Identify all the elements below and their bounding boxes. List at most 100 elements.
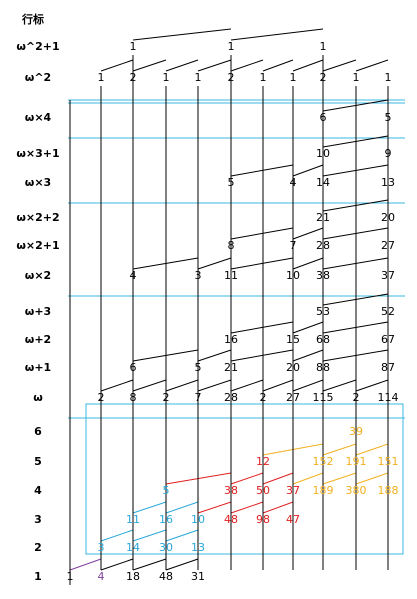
header-title: 行标 (21, 12, 44, 26)
link (322, 379, 357, 392)
node-label: 2 (353, 391, 360, 404)
link (100, 558, 134, 571)
node-label: 14 (126, 541, 140, 554)
link (165, 501, 199, 514)
node-label: 4 (98, 570, 105, 583)
row-label: 2 (34, 541, 42, 554)
node-label: 27 (381, 239, 395, 252)
node-label: 20 (286, 361, 300, 374)
link (100, 379, 134, 392)
node-label: 2 (260, 391, 267, 404)
node-label: 68 (316, 333, 330, 346)
link (132, 501, 167, 514)
node-label: 7 (290, 239, 297, 252)
row-label: ω^2 (25, 71, 51, 84)
link (197, 501, 232, 514)
node-label: 2 (228, 71, 235, 84)
link (322, 472, 357, 485)
node-label: 1 (353, 71, 360, 84)
link (230, 349, 294, 362)
link (100, 59, 134, 72)
link (355, 472, 389, 485)
node-label: 13 (191, 541, 205, 554)
node-label: 30 (159, 541, 173, 554)
row-label: ω+1 (25, 361, 51, 374)
node-label: 47 (286, 513, 300, 526)
link (292, 257, 324, 270)
link (355, 443, 389, 456)
node-label: 37 (381, 269, 395, 282)
node-label: 28 (316, 239, 330, 252)
node-label: 5 (228, 176, 235, 189)
node-label: 48 (224, 513, 238, 526)
row-label: ω×3 (25, 176, 51, 189)
row-label: 4 (34, 484, 42, 497)
row-label: ω+2 (25, 333, 51, 346)
row-label: ω×3+1 (16, 147, 59, 160)
node-label: 98 (256, 513, 270, 526)
node-label: 2 (320, 71, 327, 84)
node-label: 88 (316, 361, 330, 374)
node-label: 15 (286, 333, 300, 346)
link (230, 28, 324, 41)
node-label: 1 (163, 71, 170, 84)
node-label: 1 (130, 40, 137, 53)
link (230, 164, 294, 177)
node-label: 21 (224, 361, 238, 374)
node-label: 1 (260, 71, 267, 84)
node-label: 37 (286, 484, 300, 497)
link (230, 501, 264, 514)
link (262, 501, 294, 514)
node-label: 52 (381, 305, 395, 318)
node-label: 53 (316, 305, 330, 318)
row-label: ω×2+1 (16, 239, 59, 252)
link (165, 558, 199, 571)
node-label: 7 (195, 391, 202, 404)
node-label: 11 (224, 269, 238, 282)
link (230, 472, 264, 485)
link (262, 59, 294, 72)
row-label: 5 (34, 455, 42, 468)
node-label: 5 (163, 484, 170, 497)
row-label: ω×2+2 (16, 211, 59, 224)
links (69, 28, 389, 585)
node-label: 10 (316, 147, 330, 160)
node-label: 48 (159, 570, 173, 583)
node-label: 1 (290, 71, 297, 84)
link (197, 59, 232, 72)
link (262, 472, 294, 485)
node-label: 1 (67, 570, 74, 583)
node-label: 3 (98, 541, 105, 554)
node-label: 4 (130, 269, 137, 282)
link (230, 379, 264, 392)
node-label: 18 (126, 570, 140, 583)
row-label: ω+3 (25, 305, 51, 318)
node-label: 8 (228, 239, 235, 252)
node-label: 28 (224, 391, 238, 404)
row-label: ω (33, 391, 43, 404)
node-label: 2 (163, 391, 170, 404)
node-label: 152 (313, 455, 334, 468)
link (292, 321, 324, 334)
link (197, 349, 232, 362)
link (100, 529, 134, 542)
node-label: 2 (98, 391, 105, 404)
link (292, 379, 324, 392)
row-label: 6 (34, 425, 42, 438)
link (355, 59, 389, 72)
link (132, 59, 167, 72)
link (322, 59, 357, 72)
node-label: 38 (224, 484, 238, 497)
node-label: 20 (381, 211, 395, 224)
node-label: 12 (256, 455, 270, 468)
row-label: ω^2+1 (16, 40, 59, 53)
link (165, 59, 199, 72)
node-label: 1 (385, 71, 392, 84)
node-label: 13 (381, 176, 395, 189)
node-label: 31 (191, 570, 205, 583)
node-label: 6 (320, 111, 327, 124)
node-label: 5 (385, 111, 392, 124)
node-label: 1 (228, 40, 235, 53)
link (230, 257, 294, 270)
